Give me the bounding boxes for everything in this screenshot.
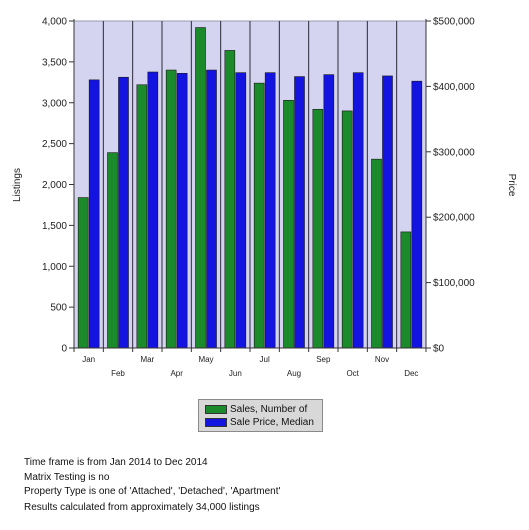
legend-swatch-sales (205, 405, 227, 414)
y-axis-title: Listings (12, 168, 23, 202)
bar-sales-jan (77, 197, 89, 349)
note-results: Results calculated from approximately 34… (24, 501, 260, 513)
note-matrix: Matrix Testing is no (24, 471, 110, 483)
y-tick-label: 2,500 (42, 139, 67, 150)
x-tick-label-may: May (198, 355, 213, 364)
legend-label-price: Sale Price, Median (230, 417, 314, 428)
bar-price-jan (88, 79, 100, 349)
y2-tick-label: $100,000 (433, 278, 475, 289)
bar-price-dec (411, 80, 423, 349)
bar-price-nov (382, 75, 393, 349)
bar-price-oct (352, 72, 364, 349)
bar-price-may (206, 69, 217, 349)
y-tick-label: 4,000 (42, 17, 67, 28)
y-tick-label: 500 (50, 303, 67, 314)
gridlines (102, 21, 398, 348)
y2-tick-label: $200,000 (433, 213, 475, 224)
bar-sales-nov (371, 158, 382, 349)
x-tick-label-jul: Jul (260, 355, 270, 364)
bar-price-jun (235, 72, 247, 349)
bar-price-mar (147, 71, 159, 349)
bar-sales-mar (136, 84, 148, 349)
axes: 0 500 1,000 1,500 2,000 2,500 3,000 3,500 4,000 $… (42, 17, 475, 379)
x-tick-label-dec: Dec (404, 369, 418, 378)
y-tick-label: 2,000 (42, 180, 67, 191)
bar-sales-jul (253, 82, 265, 349)
y2-axis-title: Price (506, 174, 517, 197)
report-notes: Time frame is from Jan 2014 to Dec 2014 … (24, 456, 280, 515)
bar-price-feb (118, 76, 129, 349)
chart: 0 500 1,000 1,500 2,000 2,500 3,000 3,500 4,000 $… (12, 17, 517, 379)
x-tick-label-jan: Jan (82, 355, 95, 364)
y2-tick-label: $400,000 (433, 82, 475, 93)
legend-item-sales: Sales, Number of (205, 403, 316, 416)
y2-tick-label: $300,000 (433, 147, 475, 158)
y-tick-label: 3,500 (42, 57, 67, 68)
bar-sales-sep (312, 108, 324, 349)
bar-price-jul (264, 72, 276, 349)
x-tick-label-nov: Nov (375, 355, 389, 364)
legend-label-sales: Sales, Number of (230, 404, 308, 415)
x-tick-label-aug: Aug (287, 369, 301, 378)
bar-sales-aug (283, 99, 294, 349)
note-property-type: Property Type is one of 'Attached', 'Det… (24, 486, 281, 497)
y-tick-label: 1,500 (42, 221, 67, 232)
bar-sales-feb (107, 152, 118, 349)
bar-price-sep (323, 74, 335, 349)
x-tick-label-feb: Feb (111, 369, 125, 378)
y2-tick-label: $0 (433, 344, 445, 355)
x-tick-label-jun: Jun (229, 369, 242, 378)
x-tick-label-sep: Sep (316, 355, 331, 364)
bar-price-aug (294, 76, 305, 349)
y-tick-label: 1,000 (42, 262, 67, 273)
legend-item-price: Sale Price, Median (205, 416, 316, 429)
bars (77, 27, 423, 349)
bar-sales-jun (224, 50, 236, 349)
x-tick-label-mar: Mar (140, 355, 154, 364)
legend: Sales, Number of Sale Price, Median (198, 399, 323, 432)
y2-tick-label: $500,000 (433, 17, 475, 28)
y-tick-label: 3,000 (42, 98, 67, 109)
bar-sales-apr (165, 69, 177, 349)
y-tick-label: 0 (61, 344, 67, 355)
bar-price-apr (176, 73, 188, 349)
x-tick-label-oct: Oct (346, 369, 359, 378)
x-tick-label-apr: Apr (170, 369, 183, 378)
legend-swatch-price (205, 418, 227, 427)
bar-sales-dec (400, 231, 412, 349)
bar-sales-may (195, 27, 206, 349)
note-time-frame: Time frame is from Jan 2014 to Dec 2014 (24, 457, 208, 468)
bar-sales-oct (341, 110, 353, 349)
